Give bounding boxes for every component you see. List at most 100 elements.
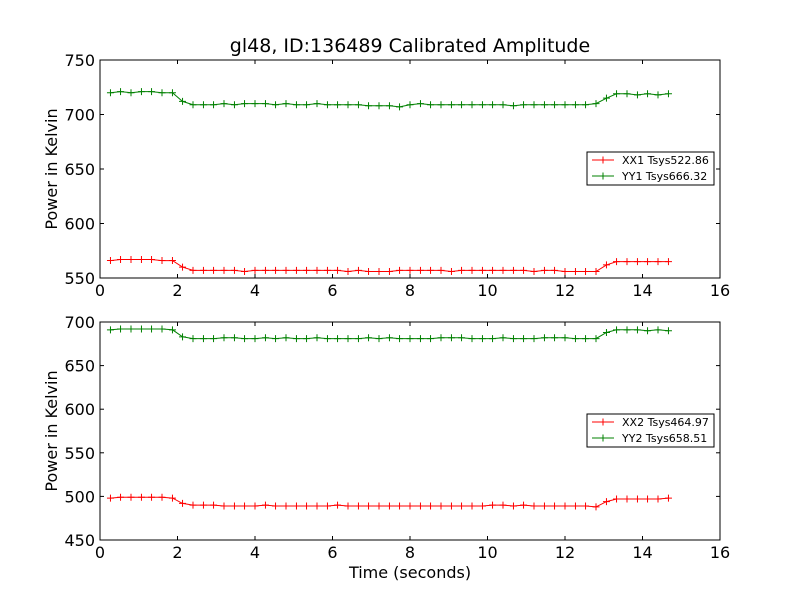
data-point [303,335,311,343]
data-point [106,326,114,334]
data-point [437,101,445,109]
data-point [602,261,610,269]
data-point [220,334,228,342]
legend: XX1 Tsys522.86 YY1 Tsys666.32 [586,151,715,186]
data-point [613,258,621,266]
data-point [292,335,300,343]
data-point [478,502,486,510]
data-point [561,267,569,275]
data-point [623,495,631,503]
data-point [261,334,269,342]
x-tick-label: 12 [555,281,575,300]
data-point [148,325,156,333]
data-point [530,101,538,109]
x-tick-label: 0 [95,281,105,300]
data-point [540,502,548,510]
data-point [158,257,166,265]
data-point [303,502,311,510]
data-point [375,335,383,343]
data-point [179,333,187,341]
x-tick-label: 0 [95,543,105,562]
data-point [592,267,600,275]
data-point [551,334,559,342]
chart-panel-2: 0 2 4 6 8 10 12 14 16 450 500 550 600 650 700 Power in … [42,313,730,582]
data-point [602,498,610,506]
data-point [323,101,331,109]
data-point [551,502,559,510]
data-point [499,501,507,509]
y-tick-label: 700 [64,106,95,125]
data-point [354,266,362,274]
data-point [168,257,176,265]
data-point [633,258,641,266]
data-point [292,502,300,510]
data-point [437,502,445,510]
data-point [323,502,331,510]
data-point [241,267,249,275]
x-tick-label: 14 [632,281,652,300]
legend: XX2 Tsys464.97 YY2 Tsys658.51 [586,413,715,448]
data-point [210,501,218,509]
data-point [354,101,362,109]
data-point [416,502,424,510]
y-tick-label: 450 [64,531,95,550]
data-point [189,501,197,509]
data-point [499,334,507,342]
data-point [540,334,548,342]
data-point [520,335,528,343]
data-point [582,335,590,343]
data-point [106,257,114,265]
data-point [561,502,569,510]
data-point [602,328,610,336]
data-point [251,100,259,108]
data-point [375,102,383,110]
data-point [220,266,228,274]
data-point [344,267,352,275]
x-tick-label: 16 [710,543,730,562]
chart-panel-1: 0 2 4 6 8 10 12 14 16 550 600 650 700 750 Power in Kel… [42,35,730,300]
data-point [571,335,579,343]
data-point [509,502,517,510]
x-tick-label: 6 [327,281,337,300]
data-point [458,266,466,274]
data-point [447,502,455,510]
data-point [127,325,135,333]
data-point [158,325,166,333]
data-point [509,102,517,110]
data-point [210,266,218,274]
data-point [210,101,218,109]
data-point [241,100,249,108]
data-point [664,327,672,335]
data-point [406,101,414,109]
data-point [623,90,631,98]
data-point [654,91,662,99]
series-2 [106,88,672,111]
data-point [582,267,590,275]
data-point [468,101,476,109]
data-point [334,101,342,109]
data-point [241,335,249,343]
data-point [375,502,383,510]
y-tick-label: 550 [64,444,95,463]
data-point [148,255,156,263]
data-point [644,258,652,266]
data-point [313,334,321,342]
series-1 [106,255,672,275]
data-point [396,335,404,343]
data-point [354,502,362,510]
data-point [437,266,445,274]
data-point [127,493,135,501]
y-tick-label: 600 [64,400,95,419]
data-point [323,335,331,343]
data-point [654,495,662,503]
x-tick-label: 16 [710,281,730,300]
data-point [148,88,156,96]
data-point [633,495,641,503]
data-point [489,501,497,509]
data-point [272,266,280,274]
data-point [261,100,269,108]
data-point [137,255,145,263]
y-tick-label: 550 [64,269,95,288]
data-point [520,101,528,109]
data-point [230,334,238,342]
